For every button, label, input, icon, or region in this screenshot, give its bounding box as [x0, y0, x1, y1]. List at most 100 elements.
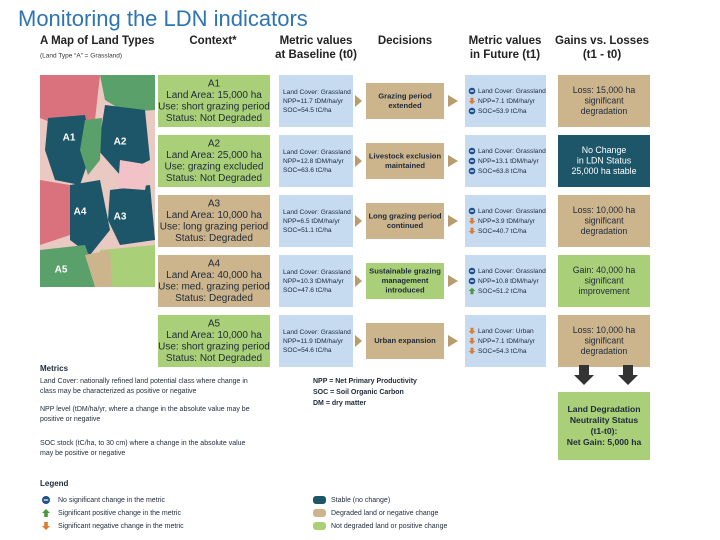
result-box: [558, 315, 650, 367]
context-text: A5: [208, 318, 221, 329]
column-header: Metric values: [469, 35, 542, 47]
future-text: SOC=53.9 tC/ha: [478, 108, 527, 115]
baseline-text: NPP=11.7 tDM/ha/yr: [283, 98, 344, 105]
legend-text: Significant positive change in the metri…: [58, 510, 181, 517]
legend-swatch: [313, 509, 326, 517]
context-text: Status: Not Degraded: [166, 173, 262, 184]
arrow: [355, 215, 362, 227]
future-text: Land Cover: Urban: [478, 328, 534, 335]
page-title: Monitoring the LDN indicators: [18, 6, 308, 31]
context-box: [158, 195, 270, 247]
abbreviation: SOC = Soil Organic Carbon: [313, 389, 404, 396]
result-text: degradation: [581, 346, 628, 356]
result-text: Loss: 10,000 ha: [573, 205, 636, 215]
baseline-text: NPP=11.9 tDM/ha/yr: [283, 338, 344, 345]
result-box: [558, 135, 650, 187]
metrics-note: class may be characterized as positive o…: [40, 388, 197, 395]
future-box: [465, 195, 546, 247]
arrow: [355, 275, 362, 287]
legend-swatch: [313, 496, 326, 504]
context-text: Land Area: 10,000 ha: [166, 330, 262, 341]
result-box: [558, 75, 650, 127]
result-text: significant: [584, 335, 624, 345]
baseline-text: NPP=10.3 tDM/ha/yr: [283, 278, 344, 285]
result-box: [558, 195, 650, 247]
context-text: A1: [208, 78, 221, 89]
future-box: [465, 135, 546, 187]
context-text: Land Area: 25,000 ha: [166, 150, 262, 161]
baseline-text: Land Cover: Grassland: [283, 149, 351, 156]
future-text: NPP=7.1 tDM/ha/yr: [478, 98, 536, 105]
result-text: Loss: 15,000 ha: [573, 85, 636, 95]
future-text: Land Cover: Grassland: [478, 208, 546, 215]
context-box: [158, 135, 270, 187]
map-label: A3: [114, 212, 127, 223]
future-text: SOC=54.3 tC/ha: [478, 348, 527, 355]
future-text: Land Cover: Grassland: [478, 268, 546, 275]
arrow: [448, 335, 458, 347]
baseline-text: SOC=54.5 tC/ha: [283, 107, 332, 114]
decision-text: Sustainable grazing: [369, 267, 441, 276]
down-arrow-icon: [468, 97, 476, 105]
context-box: [158, 315, 270, 367]
context-box: [158, 75, 270, 127]
arrow: [355, 335, 362, 347]
legend-text: Stable (no change): [331, 497, 390, 504]
context-box: [158, 255, 270, 307]
column-header: in Future (t1): [470, 49, 540, 61]
baseline-text: NPP=6.5 tDM/ha/yr: [283, 218, 341, 225]
down-arrow-icon: [468, 327, 476, 335]
result-text: improvement: [579, 286, 630, 296]
up-arrow-icon: [468, 287, 476, 295]
result-text: Loss: 10,000 ha: [573, 325, 636, 335]
column-note: (Land Type “A” = Grassland): [40, 53, 122, 60]
decision-box: [366, 263, 444, 299]
map-label: A2: [114, 137, 127, 148]
legend-text: Not degraded land or positive change: [331, 523, 447, 530]
decision-text: introduced: [385, 286, 425, 295]
metrics-note: NPP level (tDM/ha/yr, where a change in …: [40, 406, 250, 413]
column-header: (t1 - t0): [583, 49, 622, 61]
future-text: NPP=13.1 tDM/ha/yr: [478, 158, 539, 165]
future-text: SOC=51.2 tC/ha: [478, 288, 527, 295]
column-header: Decisions: [378, 35, 432, 47]
metrics-title: Metrics: [40, 364, 69, 373]
legend-title: Legend: [40, 479, 69, 488]
context-text: Use: grazing excluded: [165, 161, 264, 172]
context-text: A3: [208, 198, 221, 209]
down-arrow-icon: [468, 217, 476, 225]
result-text: Gain: 40,000 ha: [573, 265, 636, 275]
decision-text: Grazing period: [378, 91, 432, 100]
context-text: Status: Degraded: [175, 233, 253, 244]
baseline-text: SOC=47.6 tC/ha: [283, 287, 332, 294]
baseline-box: [279, 255, 353, 307]
result-text: 25,000 ha stable: [571, 166, 636, 176]
context-text: Use: short grazing period: [158, 101, 270, 112]
baseline-box: [279, 195, 353, 247]
result-text: No Change: [582, 145, 627, 155]
context-text: A4: [208, 258, 221, 269]
map-label: A5: [55, 265, 68, 276]
result-text: degradation: [581, 106, 628, 116]
future-text: Land Cover: Grassland: [478, 88, 546, 95]
context-text: A2: [208, 138, 221, 149]
abbreviation: DM = dry matter: [313, 400, 366, 407]
decision-text: management: [382, 276, 429, 285]
future-text: Land Cover: Grassland: [478, 148, 546, 155]
column-header: A Map of Land Types: [40, 35, 154, 47]
result-text: in LDN Status: [577, 155, 632, 165]
context-text: Use: med. grazing period: [158, 281, 270, 292]
context-text: Use: short grazing period: [158, 341, 270, 352]
decision-box: [366, 323, 444, 359]
baseline-text: NPP=12.8 tDM/ha/yr: [283, 158, 344, 165]
future-text: NPP=7.1 tDM/ha/yr: [478, 338, 536, 345]
metrics-note: Land Cover: nationally refined land pote…: [40, 378, 248, 385]
map-label: A4: [74, 207, 87, 218]
decision-text: extended: [388, 101, 422, 110]
down-arrow: [618, 365, 638, 385]
baseline-box: [279, 75, 353, 127]
baseline-text: Land Cover: Grassland: [283, 209, 351, 216]
baseline-text: SOC=51.1 tC/ha: [283, 227, 332, 234]
metrics-note: may be positive or negative: [40, 450, 125, 457]
legend-text: No significant change in the metric: [58, 497, 165, 504]
